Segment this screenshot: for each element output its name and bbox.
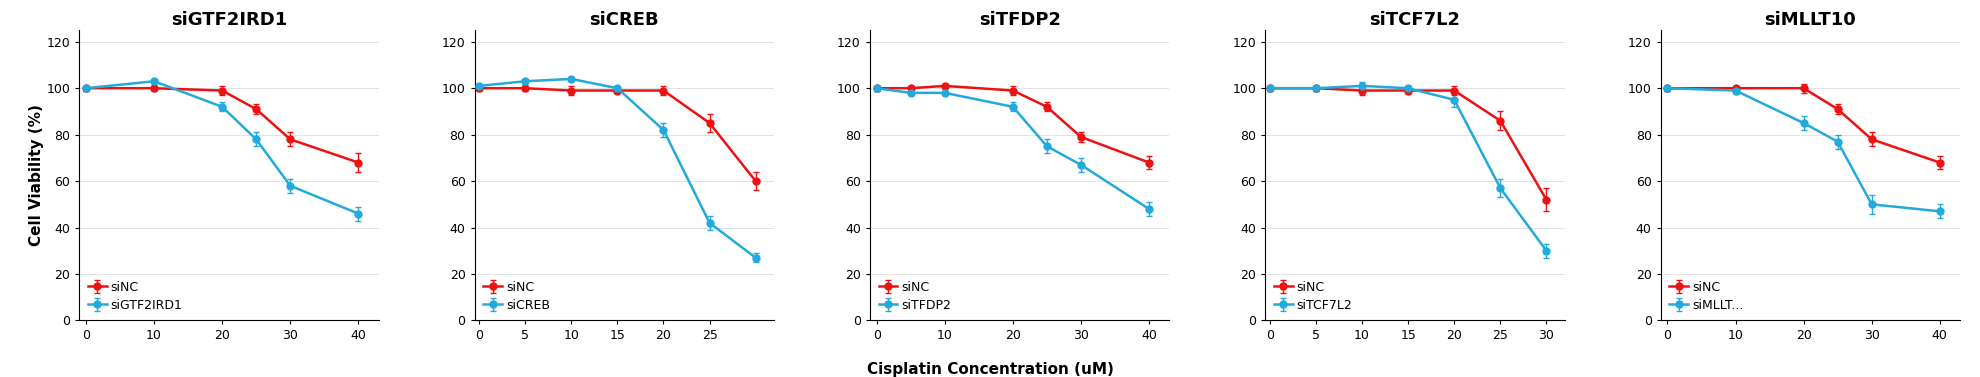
- Legend: siNC, siTCF7L2: siNC, siTCF7L2: [1271, 278, 1354, 314]
- Title: siTCF7L2: siTCF7L2: [1370, 11, 1461, 29]
- Legend: siNC, siGTF2IRD1: siNC, siGTF2IRD1: [85, 278, 184, 314]
- Title: siTFDP2: siTFDP2: [978, 11, 1061, 29]
- Title: siGTF2IRD1: siGTF2IRD1: [170, 11, 287, 29]
- Text: Cisplatin Concentration (uM): Cisplatin Concentration (uM): [867, 362, 1113, 377]
- Title: siCREB: siCREB: [590, 11, 659, 29]
- Legend: siNC, siTFDP2: siNC, siTFDP2: [877, 278, 954, 314]
- Y-axis label: Cell Viability (%): Cell Viability (%): [28, 104, 44, 246]
- Legend: siNC, siCREB: siNC, siCREB: [481, 278, 552, 314]
- Legend: siNC, siMLLT...: siNC, siMLLT...: [1667, 278, 1746, 314]
- Title: siMLLT10: siMLLT10: [1764, 11, 1857, 29]
